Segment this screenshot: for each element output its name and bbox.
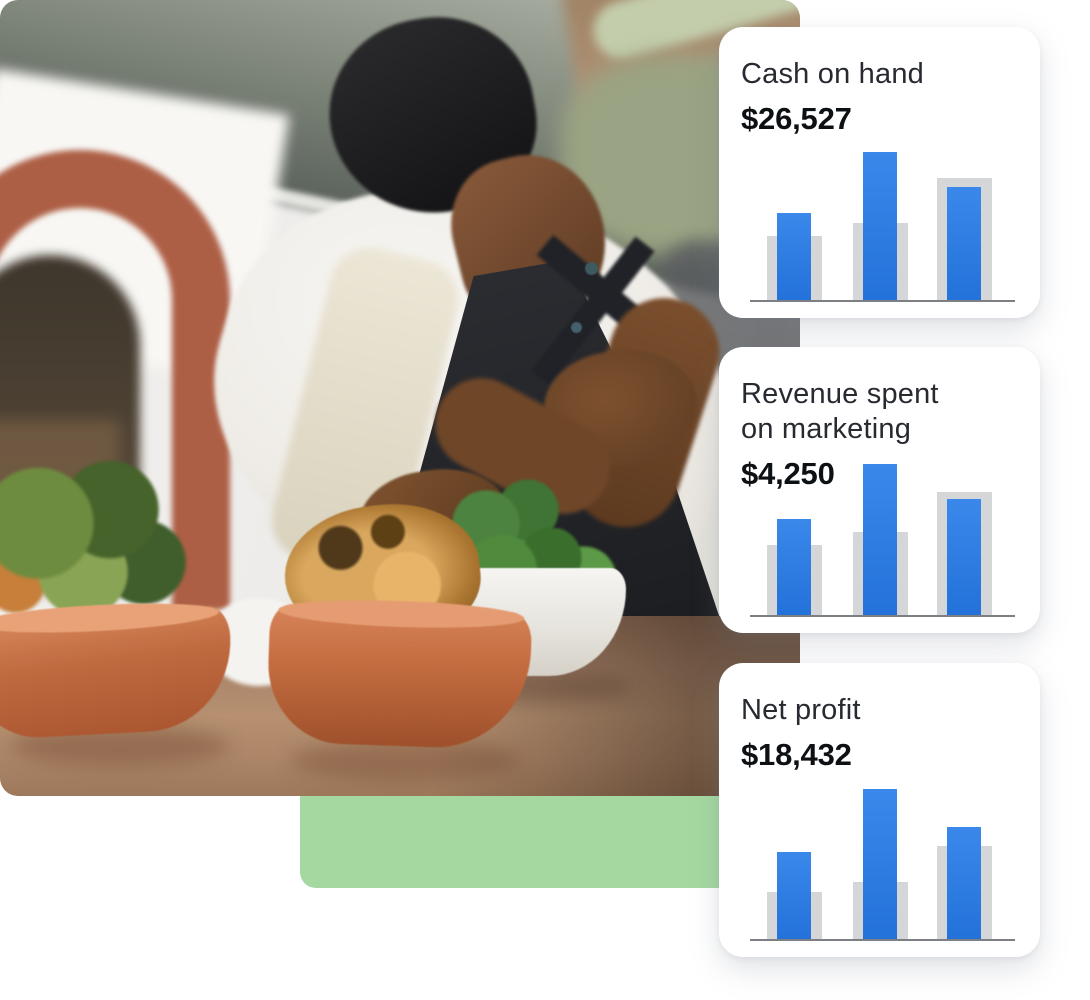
mini-bar-chart [750, 100, 1015, 300]
card-value: $18,432 [741, 736, 852, 772]
counter-reflection [290, 740, 520, 780]
blue-bar [863, 464, 897, 615]
blue-bar [947, 187, 981, 300]
chart-axis-line [750, 939, 1015, 941]
stat-card-cash-on-hand: Cash on hand $26,527 [719, 27, 1040, 318]
chef-coat-button [585, 262, 598, 275]
mini-bar-chart [750, 415, 1015, 615]
blue-bar [947, 827, 981, 939]
card-title: Net profit [741, 694, 861, 726]
kitchen-photo [0, 0, 800, 796]
blue-bar [777, 519, 811, 615]
blue-bar [863, 152, 897, 300]
blue-bar [777, 852, 811, 939]
chart-axis-line [750, 300, 1015, 302]
card-title: Revenue spent on marketing [741, 378, 939, 445]
card-value: $26,527 [741, 100, 852, 136]
stat-card-revenue-marketing: Revenue spent on marketing $4,250 [719, 347, 1040, 633]
blue-bar [947, 499, 981, 615]
card-value: $4,250 [741, 455, 835, 491]
stat-card-net-profit: Net profit $18,432 [719, 663, 1040, 957]
chef-coat-button [571, 322, 582, 333]
blue-bar [863, 789, 897, 939]
chart-axis-line [750, 615, 1015, 617]
green-accent-block [300, 782, 800, 888]
mini-bar-chart [750, 739, 1015, 939]
card-title: Cash on hand [741, 58, 924, 90]
blue-bar [777, 213, 811, 300]
